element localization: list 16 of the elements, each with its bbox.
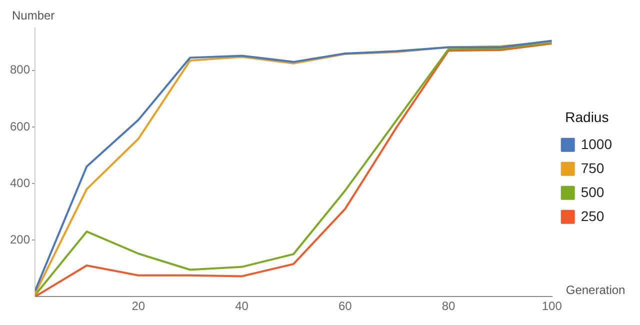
legend-label: 250 xyxy=(580,208,604,224)
y-tick-label: 800 xyxy=(10,62,30,77)
x-tick-label: 60 xyxy=(338,299,352,314)
x-tick-label: 100 xyxy=(542,299,562,314)
legend-title: Radius xyxy=(565,108,609,125)
x-axis-title: Generation xyxy=(566,282,626,297)
legend-label: 500 xyxy=(580,184,604,200)
legend-label: 750 xyxy=(580,160,604,176)
x-tick-label: 40 xyxy=(235,299,249,314)
x-tick-label: 80 xyxy=(442,299,456,314)
legend-label: 1000 xyxy=(580,136,612,152)
x-tick-label: 20 xyxy=(132,299,146,314)
y-tick-label: 600 xyxy=(10,119,30,134)
y-tick-label: 200 xyxy=(10,232,30,246)
y-tick-label: 400 xyxy=(10,176,30,190)
y-axis-title: Number xyxy=(12,8,55,22)
